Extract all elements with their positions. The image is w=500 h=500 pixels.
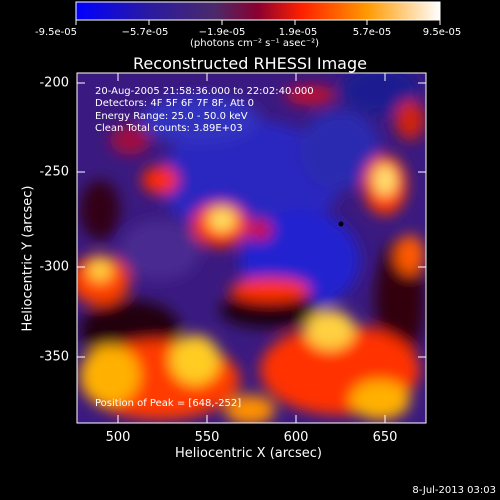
x-tick-label: 550 [194,430,220,445]
x-tick-label: 600 [283,430,309,445]
colorbar-tick-label: 1.9e-05 [278,27,318,38]
x-tick-label: 500 [105,430,131,445]
info-peak-position: Position of Peak = [648,-252] [95,398,242,409]
colorbar-tick-label: -9.5e-05 [35,27,77,38]
info-energy-range: Energy Range: 25.0 - 50.0 keV [95,111,248,122]
colorbar-tick-label: −5.7e-05 [121,27,169,38]
rhessi-image [77,73,426,423]
colorbar-ticks [75,20,441,25]
y-axis-label: Heliocentric Y (arcsec) [20,185,36,332]
colorbar [75,1,441,21]
y-tick-label: -350 [39,349,69,365]
colorbar-tick-label: 9.5e-05 [422,27,462,38]
y-tick-label: -300 [39,259,69,275]
info-clean-counts: Clean Total counts: 3.89E+03 [95,123,243,134]
x-tick-label: 650 [372,430,398,445]
info-time-range: 20-Aug-2005 21:58:36.000 to 22:02:40.000 [95,86,314,97]
timestamp: 8-Jul-2013 03:03 [412,485,496,496]
colorbar-tick-label: 5.7e-05 [352,27,392,38]
x-axis-label: Heliocentric X (arcsec) [175,446,322,461]
y-tick-label: -250 [39,164,69,180]
info-detectors: Detectors: 4F 5F 6F 7F 8F, Att 0 [95,98,255,109]
colorbar-units: (photons cm⁻² s⁻¹ asec⁻²) [190,38,320,49]
plot-title: Reconstructed RHESSI Image [133,54,367,73]
axis-ticks [77,73,426,423]
colorbar-tick-label: −1.9e-05 [198,27,246,38]
y-tick-label: -200 [39,75,69,91]
